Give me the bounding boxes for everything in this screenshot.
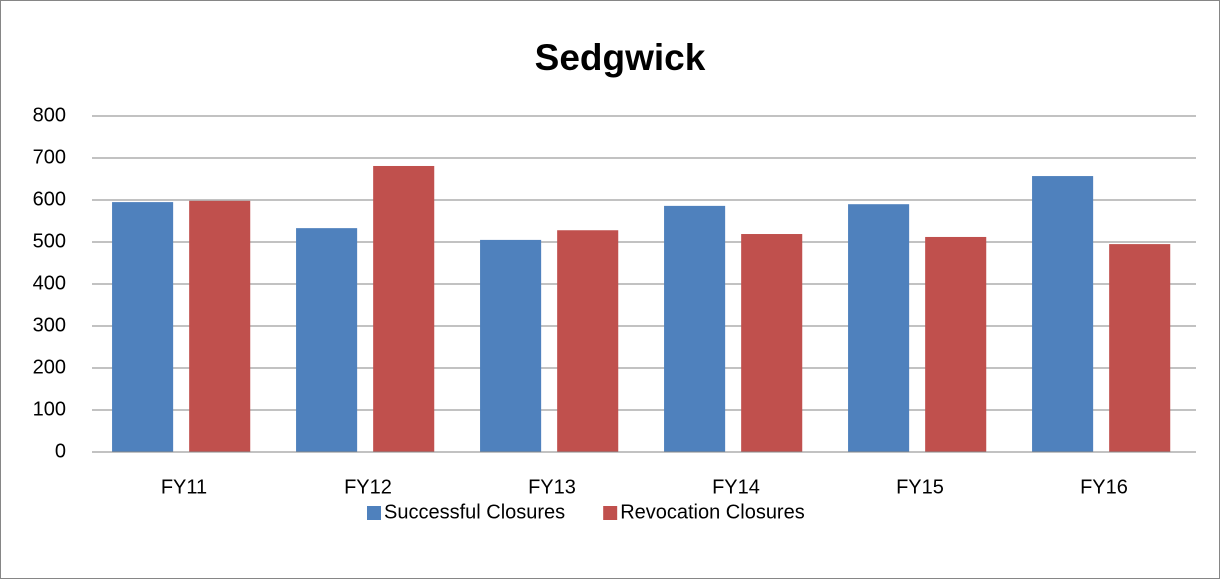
legend-swatch	[603, 506, 618, 520]
y-tick-label: 800	[33, 104, 66, 126]
bar	[189, 200, 251, 452]
y-tick-label: 700	[33, 146, 66, 168]
bar	[557, 230, 619, 452]
x-tick-label: FY16	[1080, 476, 1128, 498]
bar	[664, 205, 726, 452]
legend-label: Successful Closures	[384, 501, 565, 523]
legend-label: Revocation Closures	[620, 501, 805, 523]
x-tick-label: FY11	[161, 476, 207, 498]
y-tick-label: 400	[33, 272, 66, 294]
y-tick-label: 200	[33, 356, 66, 378]
bar	[848, 204, 910, 452]
bar	[1109, 244, 1171, 452]
legend-swatch	[367, 506, 381, 520]
x-tick-label: FY13	[528, 476, 576, 498]
y-tick-label: 500	[33, 230, 66, 252]
x-tick-label: FY15	[896, 476, 944, 498]
x-tick-label: FY14	[712, 476, 760, 498]
y-tick-label: 600	[33, 188, 66, 210]
bar	[1032, 176, 1094, 452]
x-tick-label: FY12	[344, 476, 392, 498]
bar	[112, 202, 174, 452]
chart-title: Sedgwick	[535, 37, 706, 78]
y-tick-label: 300	[33, 314, 66, 336]
bar	[741, 234, 803, 452]
bar	[480, 239, 542, 452]
y-tick-label: 100	[33, 398, 66, 420]
bar	[373, 165, 435, 453]
bar	[296, 228, 358, 452]
bar	[925, 236, 987, 452]
y-tick-label: 0	[55, 440, 66, 462]
